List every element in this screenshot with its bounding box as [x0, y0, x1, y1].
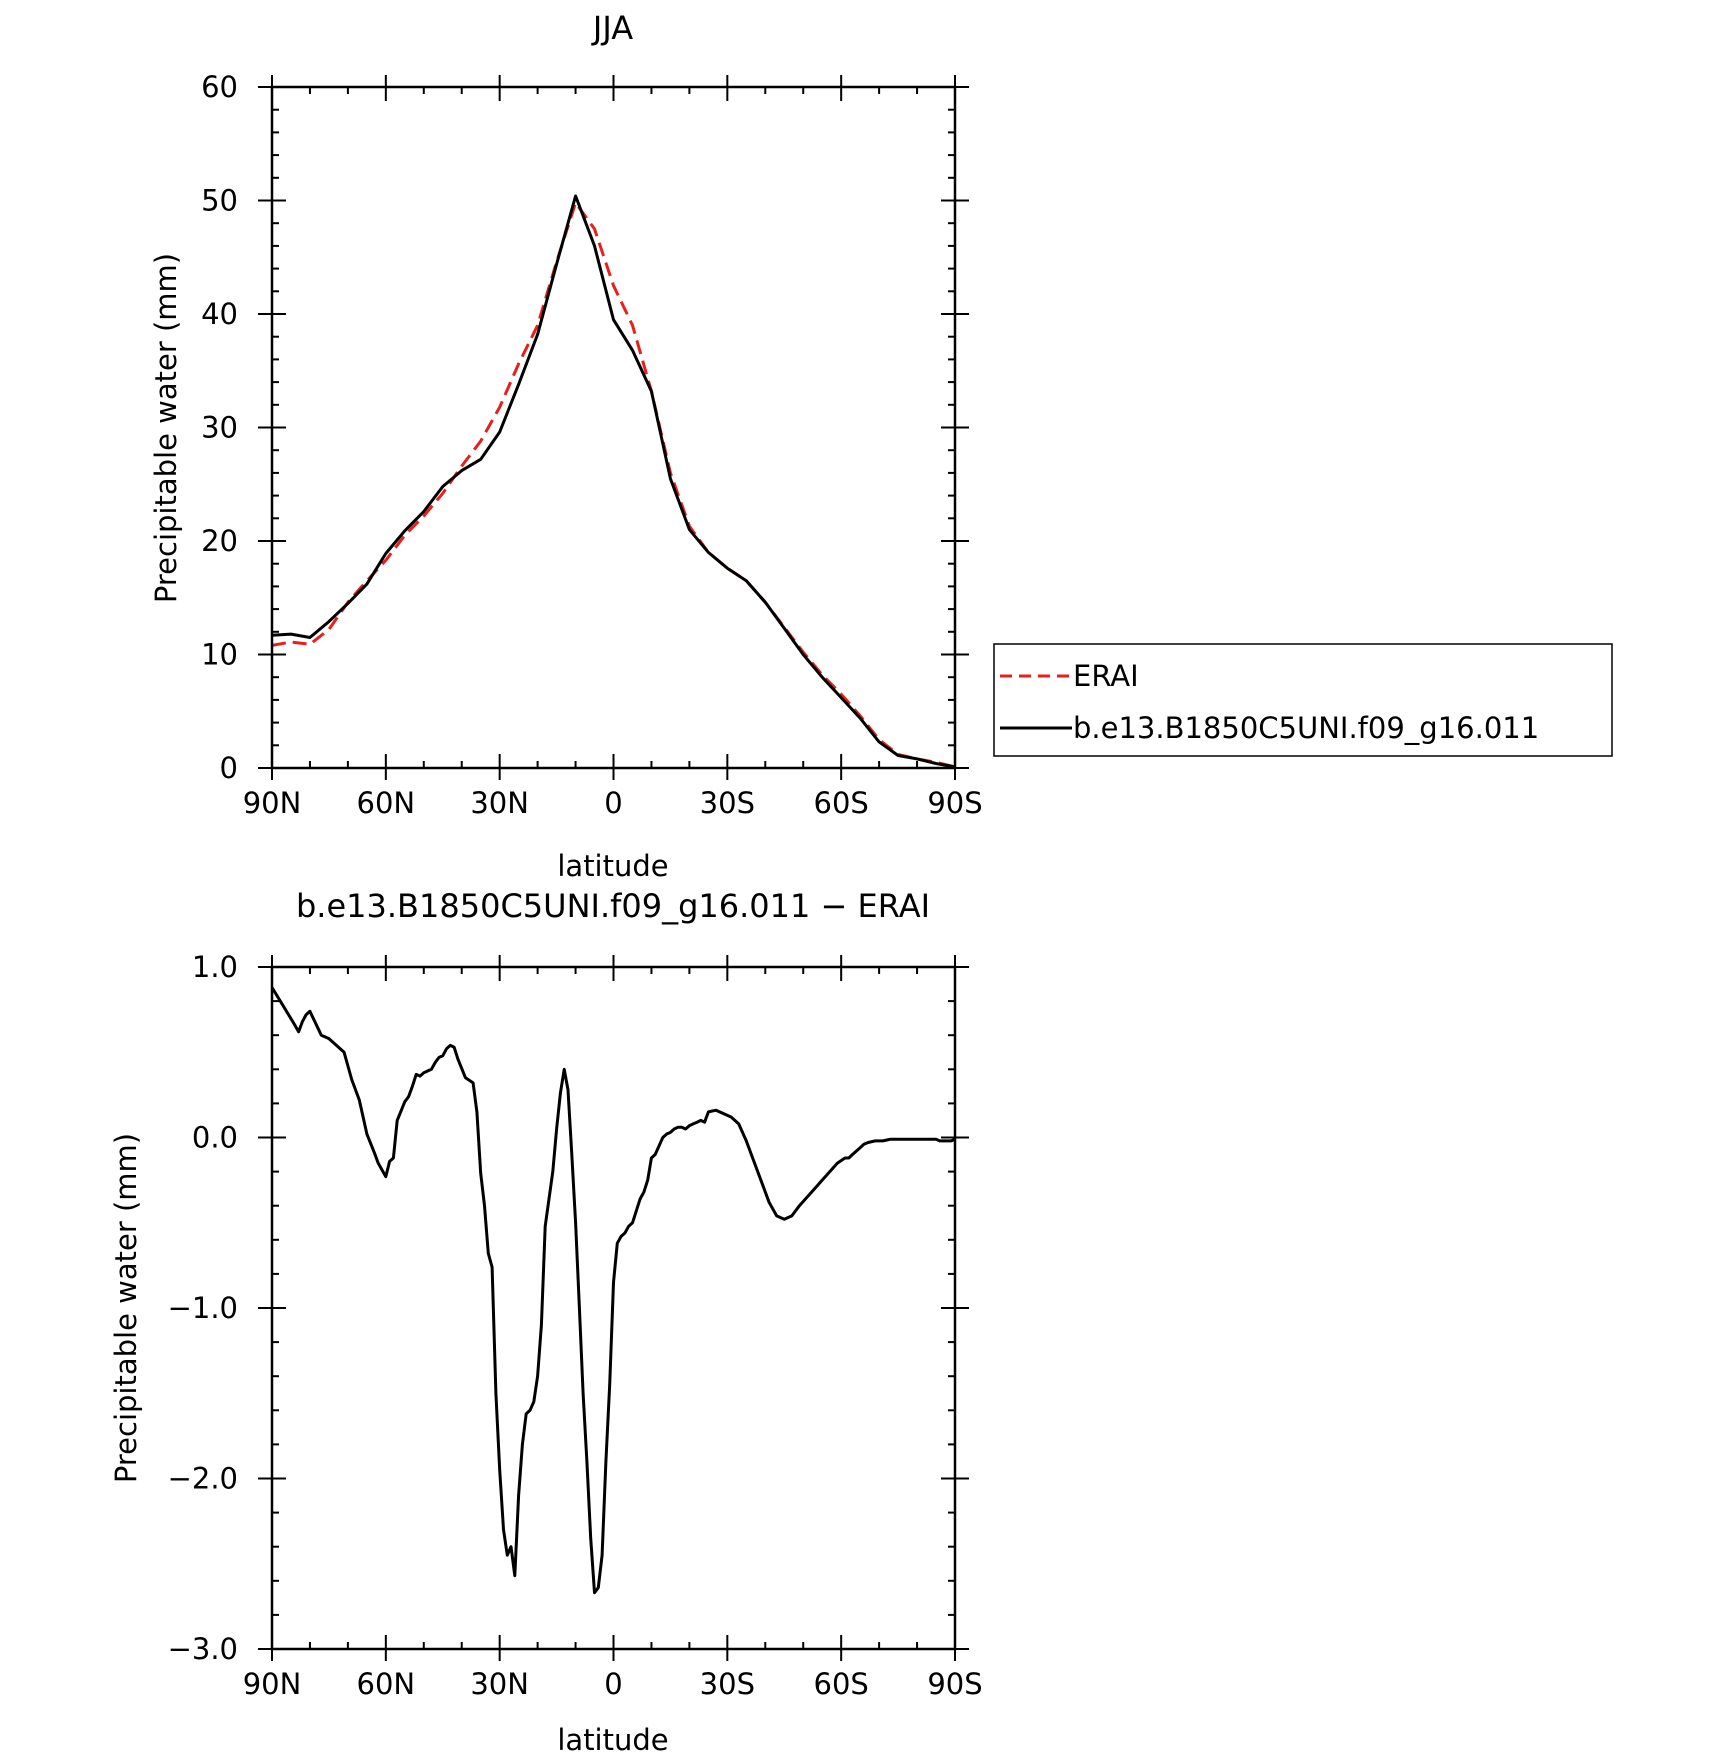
- top-tick-marks: [258, 75, 969, 780]
- bottom-x-tick-label: 0: [604, 1667, 622, 1701]
- bottom-y-tick-labels: −3.0 −2.0 −1.0 0.0 1.0: [168, 950, 238, 1666]
- bottom-y-tick-label: −1.0: [168, 1291, 238, 1325]
- top-plot-frame: [270, 85, 957, 770]
- top-y-tick-label: 10: [201, 638, 238, 672]
- bottom-x-tick-labels: 90N 60N 30N 0 30S 60S 90S: [243, 1667, 983, 1701]
- top-series-line-erai: [271, 201, 956, 769]
- bottom-x-axis-label: latitude: [557, 1723, 668, 1756]
- top-y-axis-label: Precipitable water (mm): [149, 253, 183, 603]
- top-x-tick-label: 30S: [700, 786, 755, 820]
- bottom-chart: b.e13.B1850C5UNI.f09_g16.011 − ERAI 90N 6…: [109, 887, 983, 1756]
- top-x-tick-label: 60S: [814, 786, 869, 820]
- top-y-tick-label: 0: [220, 751, 238, 785]
- top-chart-title: JJA: [591, 9, 633, 47]
- top-x-tick-label: 60N: [357, 786, 416, 820]
- bottom-y-tick-label: −3.0: [168, 1632, 238, 1666]
- top-x-tick-labels: 90N 60N 30N 0 30S 60S 90S: [243, 786, 983, 820]
- bottom-tick-marks: [258, 955, 969, 1661]
- bottom-x-tick-label: 30N: [470, 1667, 529, 1701]
- bottom-y-tick-label: 0.0: [192, 1121, 238, 1155]
- bottom-x-tick-label: 30S: [700, 1667, 755, 1701]
- legend-frame: [993, 643, 1613, 757]
- top-series-lines: [271, 194, 956, 769]
- bottom-chart-title: b.e13.B1850C5UNI.f09_g16.011 − ERAI: [296, 887, 930, 925]
- bottom-x-tick-label: 60N: [357, 1667, 416, 1701]
- bottom-y-axis-label: Precipitable water (mm): [109, 1133, 143, 1483]
- top-y-tick-label: 60: [201, 70, 238, 104]
- top-x-tick-label: 90N: [243, 786, 302, 820]
- legend-label-model: b.e13.B1850C5UNI.f09_g16.011: [1073, 711, 1539, 745]
- top-y-tick-label: 40: [201, 297, 238, 331]
- top-y-tick-label: 50: [201, 184, 238, 218]
- legend-label-erai: ERAI: [1073, 659, 1139, 693]
- top-y-tick-label: 30: [201, 411, 238, 445]
- bottom-series-line-difference: [270, 986, 956, 1595]
- bottom-x-tick-label: 90N: [243, 1667, 302, 1701]
- bottom-x-tick-label: 90S: [927, 1667, 982, 1701]
- top-x-tick-label: 0: [604, 786, 622, 820]
- top-series-line-b-e13-b1850c5uni-f09-g16-011: [271, 194, 956, 769]
- bottom-plot-frame: [270, 965, 957, 1651]
- top-chart: JJA 90N 60N 30N 0 30S 60S 90S 0 10 20 30 40 50 60 la…: [149, 9, 1613, 883]
- bottom-x-tick-label: 60S: [814, 1667, 869, 1701]
- top-x-tick-label: 90S: [927, 786, 982, 820]
- bottom-y-tick-label: 1.0: [192, 950, 238, 984]
- top-y-tick-labels: 0 10 20 30 40 50 60: [201, 70, 238, 785]
- bottom-series-lines: [270, 986, 956, 1595]
- bottom-y-tick-label: −2.0: [168, 1462, 238, 1496]
- top-y-tick-label: 20: [201, 524, 238, 558]
- legend: ERAI b.e13.B1850C5UNI.f09_g16.011: [993, 643, 1613, 757]
- top-x-tick-label: 30N: [470, 786, 529, 820]
- top-x-axis-label: latitude: [557, 849, 668, 883]
